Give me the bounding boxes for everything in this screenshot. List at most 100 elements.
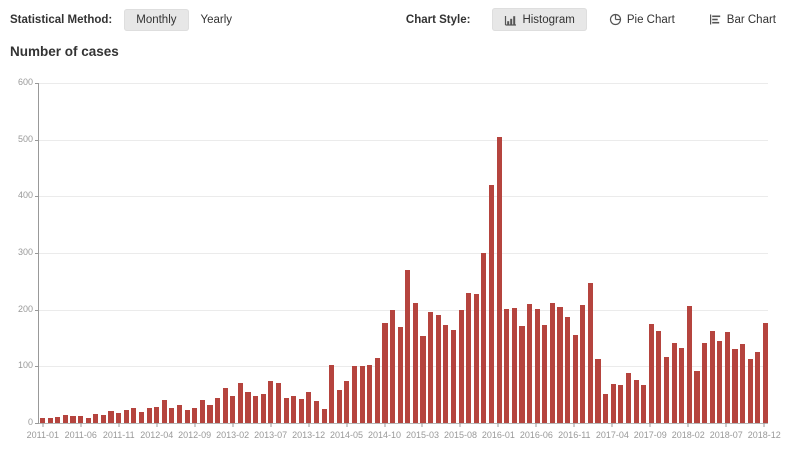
bar[interactable] xyxy=(595,358,601,423)
bar[interactable] xyxy=(488,185,495,423)
bar[interactable] xyxy=(450,329,457,423)
bar[interactable] xyxy=(762,322,768,423)
bar[interactable] xyxy=(740,344,746,423)
bar[interactable] xyxy=(138,412,145,423)
bar[interactable] xyxy=(93,413,99,423)
bar[interactable] xyxy=(671,343,677,423)
bar[interactable] xyxy=(176,404,183,423)
bar-chart-button[interactable]: Bar Chart xyxy=(697,8,788,31)
bar[interactable] xyxy=(78,416,84,423)
bar[interactable] xyxy=(268,380,274,423)
bar[interactable] xyxy=(473,293,479,423)
bar[interactable] xyxy=(306,391,312,423)
bar[interactable] xyxy=(230,395,236,423)
bar[interactable] xyxy=(336,390,342,423)
bar[interactable] xyxy=(534,309,540,423)
histogram-button[interactable]: Histogram xyxy=(492,8,587,31)
bar[interactable] xyxy=(694,371,700,423)
bar[interactable] xyxy=(291,395,297,423)
bar[interactable] xyxy=(618,385,624,423)
bar[interactable] xyxy=(724,332,730,423)
bar[interactable] xyxy=(161,399,167,423)
bar[interactable] xyxy=(511,307,517,423)
bar[interactable] xyxy=(207,404,213,423)
bar[interactable] xyxy=(237,383,243,423)
bar[interactable] xyxy=(344,381,350,423)
bar[interactable] xyxy=(679,348,685,423)
bar[interactable] xyxy=(648,323,654,423)
bar[interactable] xyxy=(656,330,662,423)
bar[interactable] xyxy=(542,324,548,423)
bar[interactable] xyxy=(47,417,53,423)
pie-chart-button[interactable]: Pie Chart xyxy=(597,8,687,31)
bar[interactable] xyxy=(686,305,692,423)
bar[interactable] xyxy=(580,304,586,423)
bar[interactable] xyxy=(70,415,76,423)
bar[interactable] xyxy=(329,364,335,423)
bar[interactable] xyxy=(633,379,639,423)
bar[interactable] xyxy=(367,364,373,423)
bar[interactable] xyxy=(519,325,525,423)
yearly-button[interactable]: Yearly xyxy=(189,9,245,31)
bar[interactable] xyxy=(504,308,510,423)
bar[interactable] xyxy=(747,358,753,423)
bar[interactable] xyxy=(215,397,221,423)
bar[interactable] xyxy=(420,336,426,423)
bar[interactable] xyxy=(641,385,647,423)
bar[interactable] xyxy=(663,356,670,423)
bar[interactable] xyxy=(260,393,266,423)
bar[interactable] xyxy=(412,302,418,423)
bar[interactable] xyxy=(184,409,190,423)
bar[interactable] xyxy=(253,396,259,423)
bar[interactable] xyxy=(298,399,304,423)
bar[interactable] xyxy=(169,408,175,423)
bar[interactable] xyxy=(397,326,403,423)
monthly-button[interactable]: Monthly xyxy=(124,8,189,31)
bar[interactable] xyxy=(100,415,106,423)
bar[interactable] xyxy=(405,270,411,423)
bar[interactable] xyxy=(428,311,434,423)
bar[interactable] xyxy=(283,397,289,423)
bar[interactable] xyxy=(435,315,441,423)
bar[interactable] xyxy=(603,393,609,423)
bar[interactable] xyxy=(587,283,593,423)
bar[interactable] xyxy=(146,408,152,423)
bar[interactable] xyxy=(717,340,723,423)
bar[interactable] xyxy=(572,334,578,423)
bar[interactable] xyxy=(390,309,396,423)
bar[interactable] xyxy=(458,309,464,423)
bar[interactable] xyxy=(625,372,632,423)
bar[interactable] xyxy=(199,399,205,423)
bar[interactable] xyxy=(321,408,327,423)
bar[interactable] xyxy=(466,292,472,423)
bar[interactable] xyxy=(108,411,114,423)
bar[interactable] xyxy=(709,331,715,423)
bar[interactable] xyxy=(549,302,555,423)
bar[interactable] xyxy=(40,418,46,423)
bar[interactable] xyxy=(496,136,502,423)
bar[interactable] xyxy=(275,383,281,423)
bar[interactable] xyxy=(351,366,358,423)
bar[interactable] xyxy=(702,342,708,423)
bar[interactable] xyxy=(222,387,228,423)
bar[interactable] xyxy=(62,414,68,423)
bar[interactable] xyxy=(374,357,380,423)
bar[interactable] xyxy=(557,306,563,423)
bar[interactable] xyxy=(154,406,160,423)
bar[interactable] xyxy=(481,253,487,423)
bar[interactable] xyxy=(732,349,738,423)
bar[interactable] xyxy=(527,304,533,423)
bar[interactable] xyxy=(245,391,251,423)
bar[interactable] xyxy=(610,384,616,423)
bar[interactable] xyxy=(116,413,122,423)
bar[interactable] xyxy=(123,409,129,423)
bar[interactable] xyxy=(192,407,198,423)
bar[interactable] xyxy=(313,401,320,423)
bar[interactable] xyxy=(359,365,365,423)
bar[interactable] xyxy=(85,417,91,423)
bar[interactable] xyxy=(131,407,137,423)
bar[interactable] xyxy=(55,416,61,423)
bar[interactable] xyxy=(755,351,761,423)
bar[interactable] xyxy=(443,324,449,423)
bar[interactable] xyxy=(565,317,571,423)
